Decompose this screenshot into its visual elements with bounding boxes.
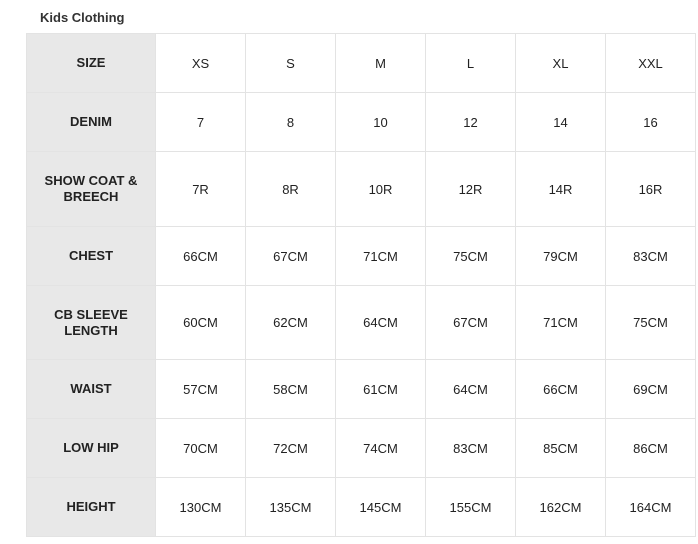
table-cell: XXL — [605, 33, 696, 93]
row-header: WAIST — [26, 359, 156, 419]
table-cell: M — [335, 33, 426, 93]
row-header: LOW HIP — [26, 418, 156, 478]
table-cell: 7 — [155, 92, 246, 152]
table-cell: 164CM — [605, 477, 696, 537]
table-row: CHEST 66CM 67CM 71CM 75CM 79CM 83CM — [26, 226, 696, 286]
table-cell: 69CM — [605, 359, 696, 419]
table-row: HEIGHT 130CM 135CM 145CM 155CM 162CM 164CM — [26, 477, 696, 537]
row-header: DENIM — [26, 92, 156, 152]
table-cell: 57CM — [155, 359, 246, 419]
row-header: CHEST — [26, 226, 156, 286]
table-cell: 12R — [425, 151, 516, 227]
table-cell: 14R — [515, 151, 606, 227]
table-cell: 67CM — [425, 285, 516, 360]
table-cell: 16 — [605, 92, 696, 152]
table-cell: 10 — [335, 92, 426, 152]
table-cell: XL — [515, 33, 606, 93]
page-title: Kids Clothing — [40, 10, 125, 25]
table-row: WAIST 57CM 58CM 61CM 64CM 66CM 69CM — [26, 359, 696, 419]
table-cell: 86CM — [605, 418, 696, 478]
table-cell: 12 — [425, 92, 516, 152]
table-cell: 145CM — [335, 477, 426, 537]
table-cell: 79CM — [515, 226, 606, 286]
table-cell: 66CM — [515, 359, 606, 419]
table-cell: 7R — [155, 151, 246, 227]
table-cell: L — [425, 33, 516, 93]
table-cell: 66CM — [155, 226, 246, 286]
table-cell: 64CM — [335, 285, 426, 360]
table-row: SHOW COAT & BREECH 7R 8R 10R 12R 14R 16R — [26, 151, 696, 227]
table-cell: 85CM — [515, 418, 606, 478]
table-cell: 135CM — [245, 477, 336, 537]
table-cell: 72CM — [245, 418, 336, 478]
table-cell: 75CM — [425, 226, 516, 286]
table-cell: 71CM — [335, 226, 426, 286]
table-cell: 70CM — [155, 418, 246, 478]
table-cell: 75CM — [605, 285, 696, 360]
table-row: CB SLEEVE LENGTH 60CM 62CM 64CM 67CM 71CM 75CM — [26, 285, 696, 360]
table-cell: 14 — [515, 92, 606, 152]
table-cell: 10R — [335, 151, 426, 227]
table-cell: 58CM — [245, 359, 336, 419]
row-header: CB SLEEVE LENGTH — [26, 285, 156, 360]
table-cell: 162CM — [515, 477, 606, 537]
table-cell: 130CM — [155, 477, 246, 537]
table-cell: S — [245, 33, 336, 93]
table-cell: 62CM — [245, 285, 336, 360]
table-row: DENIM 7 8 10 12 14 16 — [26, 92, 696, 152]
table-cell: 16R — [605, 151, 696, 227]
table-row: SIZE XS S M L XL XXL — [26, 33, 696, 93]
table-cell: 71CM — [515, 285, 606, 360]
table-cell: XS — [155, 33, 246, 93]
table-cell: 8 — [245, 92, 336, 152]
row-header: HEIGHT — [26, 477, 156, 537]
row-header: SHOW COAT & BREECH — [26, 151, 156, 227]
table-cell: 61CM — [335, 359, 426, 419]
table-cell: 83CM — [605, 226, 696, 286]
table-row: LOW HIP 70CM 72CM 74CM 83CM 85CM 86CM — [26, 418, 696, 478]
table-cell: 64CM — [425, 359, 516, 419]
table-cell: 155CM — [425, 477, 516, 537]
size-chart-table: SIZE XS S M L XL XXL DENIM 7 8 10 12 14 16 SHOW COAT &… — [26, 33, 696, 537]
row-header: SIZE — [26, 33, 156, 93]
table-cell: 8R — [245, 151, 336, 227]
table-cell: 67CM — [245, 226, 336, 286]
table-cell: 83CM — [425, 418, 516, 478]
table-cell: 74CM — [335, 418, 426, 478]
table-cell: 60CM — [155, 285, 246, 360]
